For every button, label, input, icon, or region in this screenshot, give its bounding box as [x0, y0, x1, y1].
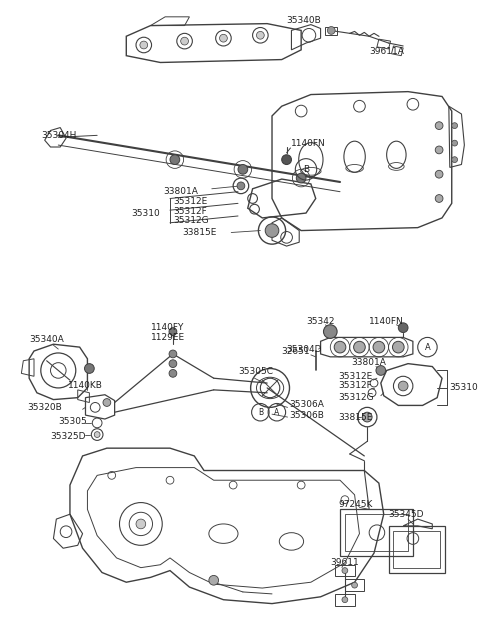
Circle shape: [282, 155, 291, 164]
Circle shape: [452, 157, 457, 163]
Text: 35320B: 35320B: [27, 403, 62, 412]
Circle shape: [373, 341, 384, 353]
Text: 1140FY: 1140FY: [151, 323, 184, 332]
Circle shape: [398, 381, 408, 391]
Circle shape: [136, 519, 146, 529]
Circle shape: [376, 366, 385, 375]
Circle shape: [169, 350, 177, 358]
Text: 1140KB: 1140KB: [68, 382, 103, 391]
Bar: [345, 514, 408, 551]
Circle shape: [352, 582, 358, 588]
Bar: [389, 526, 445, 573]
Text: 35305: 35305: [58, 417, 87, 427]
Text: 35325D: 35325D: [50, 432, 86, 441]
Bar: [345, 579, 364, 591]
Circle shape: [393, 341, 404, 353]
Text: 39611: 39611: [330, 558, 359, 567]
Text: 33815E: 33815E: [338, 413, 372, 422]
Circle shape: [342, 568, 348, 573]
Bar: [335, 594, 355, 606]
Text: 35310: 35310: [449, 384, 478, 392]
Text: 35312G: 35312G: [173, 217, 208, 225]
Text: 35312F: 35312F: [173, 206, 207, 216]
Circle shape: [296, 173, 306, 183]
Circle shape: [84, 364, 94, 373]
Circle shape: [334, 341, 346, 353]
Circle shape: [362, 412, 372, 422]
Circle shape: [238, 164, 248, 174]
Text: 1129EE: 1129EE: [151, 333, 185, 342]
Circle shape: [170, 155, 180, 164]
Text: 35304H: 35304H: [41, 131, 76, 140]
Circle shape: [435, 194, 443, 203]
Circle shape: [103, 399, 111, 406]
Bar: [335, 565, 355, 577]
Circle shape: [209, 575, 218, 585]
Text: 35305C: 35305C: [238, 367, 273, 376]
Circle shape: [342, 597, 348, 603]
Circle shape: [237, 182, 245, 190]
Text: 32651: 32651: [282, 347, 311, 356]
Text: B: B: [258, 408, 263, 417]
Circle shape: [169, 370, 177, 377]
Circle shape: [452, 140, 457, 146]
Circle shape: [140, 41, 148, 49]
Circle shape: [354, 341, 365, 353]
Text: 1140FN: 1140FN: [291, 138, 326, 147]
Circle shape: [452, 123, 457, 128]
Bar: [340, 509, 413, 556]
Text: A: A: [425, 343, 431, 352]
Text: 35312F: 35312F: [338, 382, 372, 391]
Text: 35304D: 35304D: [287, 345, 322, 354]
Text: B: B: [303, 165, 309, 174]
Text: 35342: 35342: [306, 318, 335, 326]
Text: 33815E: 33815E: [182, 228, 217, 237]
Text: A: A: [274, 408, 279, 417]
Bar: [394, 531, 440, 568]
Text: 35306A: 35306A: [289, 400, 324, 409]
Circle shape: [435, 146, 443, 154]
Text: 35312E: 35312E: [338, 371, 372, 381]
Circle shape: [324, 324, 337, 338]
Text: 35345D: 35345D: [389, 510, 424, 519]
Text: 33801A: 33801A: [163, 187, 198, 196]
Circle shape: [180, 37, 189, 45]
Text: 97245K: 97245K: [338, 500, 372, 509]
Text: 35312E: 35312E: [173, 197, 207, 206]
Text: 33801A: 33801A: [352, 358, 386, 367]
Circle shape: [256, 31, 264, 39]
Text: 35340A: 35340A: [29, 335, 64, 344]
Text: 35310: 35310: [131, 208, 160, 218]
Circle shape: [435, 122, 443, 130]
Circle shape: [219, 34, 228, 42]
Text: 35340B: 35340B: [287, 17, 321, 25]
Circle shape: [398, 323, 408, 333]
Circle shape: [327, 27, 335, 34]
Circle shape: [169, 360, 177, 368]
Circle shape: [265, 224, 279, 237]
Text: 35306B: 35306B: [289, 411, 324, 420]
Circle shape: [169, 328, 177, 335]
Text: 35312G: 35312G: [338, 393, 374, 402]
Circle shape: [94, 432, 100, 438]
Text: 39611A: 39611A: [369, 47, 404, 57]
Text: 1140FN: 1140FN: [369, 318, 404, 326]
Circle shape: [435, 170, 443, 178]
